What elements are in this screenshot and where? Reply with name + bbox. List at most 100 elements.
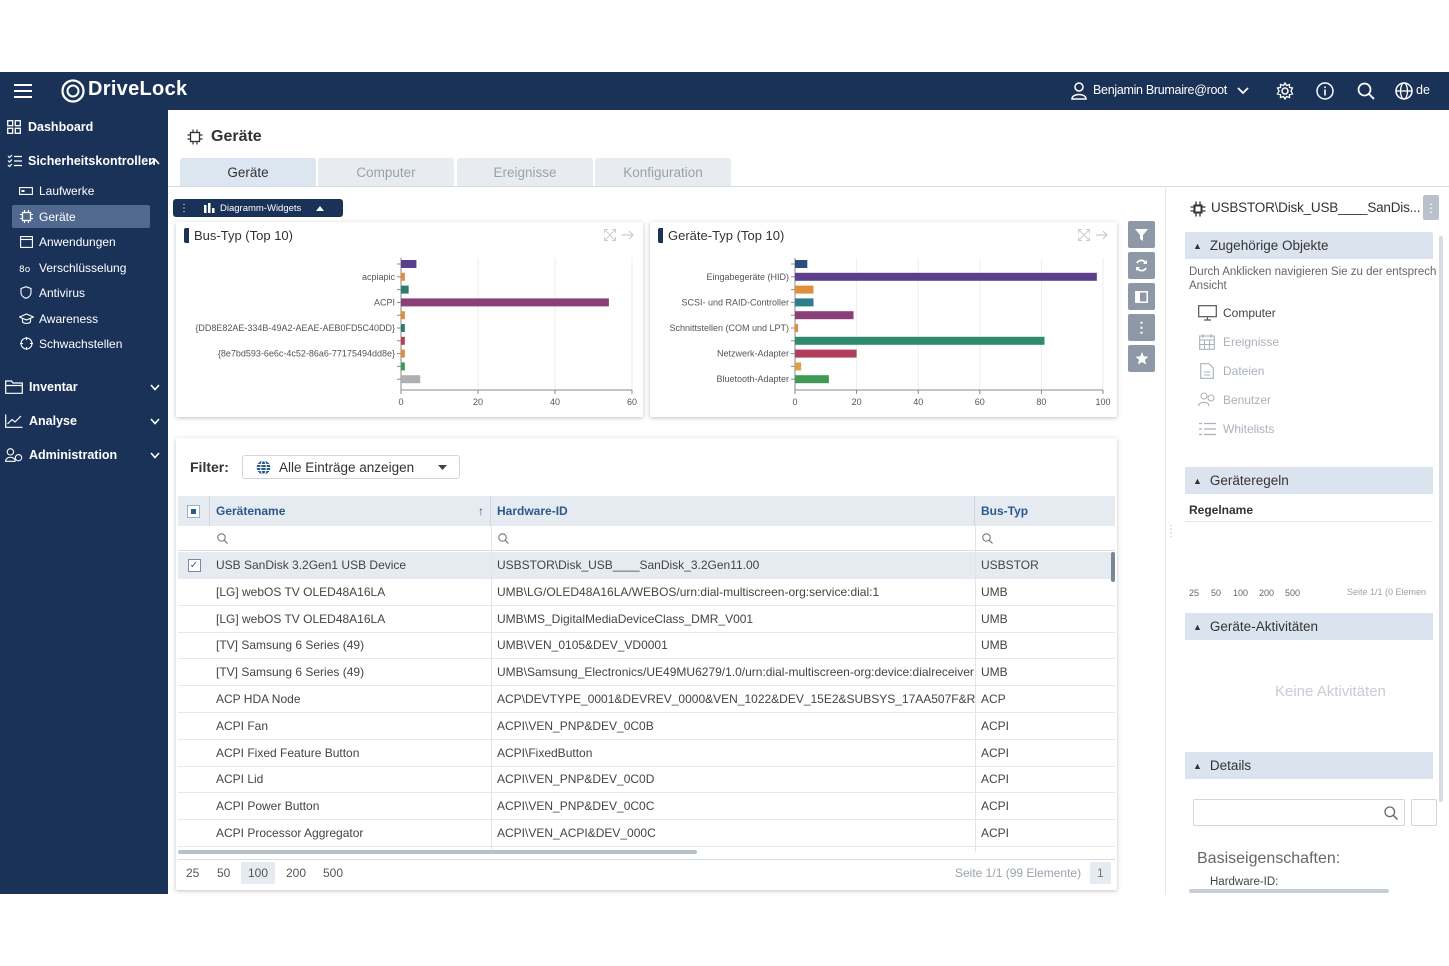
bar[interactable] [795,324,799,332]
detail-vertical-scrollbar[interactable] [1439,236,1443,802]
bar[interactable] [795,375,829,384]
bar[interactable] [401,362,405,371]
gear-icon[interactable] [1275,81,1295,101]
filter-dropdown[interactable]: Alle Einträge anzeigen [242,455,460,479]
details-extra-button[interactable] [1411,799,1437,826]
table-row[interactable]: ACPI Fixed Feature Button ACPI\FixedButto… [178,740,1115,767]
hamburger-menu-icon[interactable] [12,81,34,101]
bar[interactable] [401,324,405,332]
horizontal-scrollbar[interactable] [178,850,697,854]
bar[interactable] [401,375,421,384]
related-users-link[interactable]: Benutzer [1197,387,1271,413]
sidebar-item-security[interactable]: Sicherheitskontrollen [6,148,164,174]
section-device-activities[interactable]: ▲ Geräte-Aktivitäten [1185,613,1433,640]
expand-icon[interactable] [1077,228,1091,242]
page-size-50[interactable]: 50 [217,866,231,880]
detail-more-button[interactable]: ⋮ [1423,195,1439,220]
bar[interactable] [795,311,854,320]
sidebar-item-analyse[interactable]: Analyse [5,408,164,434]
search-icon[interactable] [216,532,228,544]
arrow-right-icon[interactable] [1095,228,1109,242]
user-icon[interactable] [1070,82,1088,100]
page-size-50[interactable]: 50 [1211,588,1222,598]
page-number-button[interactable]: 1 [1090,862,1111,884]
section-related-objects[interactable]: ▲ Zugehörige Objekte [1185,232,1433,259]
user-name[interactable]: Benjamin Brumaire@root [1093,83,1227,97]
sidebar-item-antivirus[interactable]: Antivirus [12,281,150,304]
chevron-down-icon[interactable] [1236,84,1250,98]
bar[interactable] [401,285,409,294]
sidebar-item-schwachstellen[interactable]: Schwachstellen [12,332,150,355]
bar[interactable] [795,260,808,268]
column-header-bus-type[interactable]: Bus-Typ [975,496,1115,526]
page-size-500[interactable]: 500 [1285,588,1301,598]
column-header-device-name[interactable]: Gerätename ↑ [210,496,491,526]
globe-icon[interactable] [1394,81,1414,101]
search-icon[interactable] [497,532,509,544]
tab-konfiguration[interactable]: Konfiguration [595,158,731,186]
tab-geraete[interactable]: Geräte [180,158,316,186]
table-row[interactable]: ACPI Lid ACPI\VEN_PNP&DEV_0C0D ACPI [178,766,1115,794]
info-icon[interactable] [1315,81,1335,101]
related-files-link[interactable]: Dateien [1197,358,1264,384]
page-size-25[interactable]: 25 [1189,588,1200,598]
related-computer-link[interactable]: Computer [1197,300,1276,326]
filter-button[interactable] [1128,221,1155,248]
page-size-200[interactable]: 200 [1259,588,1275,598]
row-checkbox[interactable]: ✓ [187,558,201,572]
table-row[interactable]: ACPI Power Button ACPI\VEN_PNP&DEV_0C0C AC… [178,793,1115,821]
table-row[interactable]: [LG] webOS TV OLED48A16LA UMB\LG/OLED48A1… [178,579,1115,606]
page-size-25[interactable]: 25 [186,866,200,880]
columns-button[interactable] [1128,283,1155,310]
table-row[interactable]: ACP HDA Node ACP\DEVTYPE_0001&DEVREV_0000… [178,686,1115,713]
search-icon[interactable] [981,532,993,544]
sidebar-item-verschluesselung[interactable]: 8o Verschlüsselung [12,256,150,279]
sidebar-item-dashboard[interactable]: Dashboard [6,114,93,140]
table-row[interactable]: ✓ USB SanDisk 3.2Gen1 USB Device USBSTOR\D… [178,552,1115,579]
tab-ereignisse[interactable]: Ereignisse [457,158,593,186]
select-all-header[interactable] [178,496,210,526]
pane-splitter[interactable] [1165,186,1169,894]
table-row[interactable]: [LG] webOS TV OLED48A16LA UMB\MS_DigitalM… [178,606,1115,633]
bar[interactable] [795,298,814,307]
bar[interactable] [795,349,857,358]
arrow-right-icon[interactable] [621,228,635,242]
chart-widgets-toggle[interactable]: ⋮ Diagramm-Widgets [173,199,343,217]
bar[interactable] [795,362,802,371]
details-search-input[interactable] [1193,799,1405,826]
bar[interactable] [795,272,1097,281]
favorite-button[interactable] [1128,345,1155,372]
bar[interactable] [795,336,1045,345]
table-row[interactable]: [TV] Samsung 6 Series (49) UMB\Samsung_El… [178,659,1115,687]
search-icon[interactable] [1384,806,1398,820]
bar[interactable] [795,285,814,294]
sidebar-item-anwendungen[interactable]: Anwendungen [12,230,150,253]
sidebar-item-administration[interactable]: Administration [5,442,164,468]
bar[interactable] [401,336,405,345]
select-all-checkbox[interactable] [187,504,200,518]
sidebar-item-awareness[interactable]: Awareness [12,307,150,330]
refresh-button[interactable] [1128,252,1155,279]
table-row[interactable]: ACPI Fan ACPI\VEN_PNP&DEV_0C0B ACPI [178,713,1115,740]
page-size-200[interactable]: 200 [286,866,307,880]
language-code[interactable]: de [1416,83,1430,97]
page-size-100[interactable]: 100 [241,862,276,884]
bar[interactable] [401,298,609,307]
vertical-scrollbar[interactable] [1111,552,1115,582]
tab-computer[interactable]: Computer [318,158,454,186]
bar[interactable] [401,260,417,268]
sidebar-item-inventar[interactable]: Inventar [5,374,164,400]
search-icon[interactable] [1356,81,1376,101]
bar[interactable] [401,272,405,281]
page-size-100[interactable]: 100 [1233,588,1249,598]
bar[interactable] [401,349,405,358]
sidebar-item-geraete[interactable]: Geräte [12,205,150,228]
section-device-rules[interactable]: ▲ Geräteregeln [1185,467,1433,494]
table-row[interactable]: ACPI Processor Aggregator ACPI\VEN_ACPI&D… [178,820,1115,847]
splitter-grip-icon[interactable]: ⋮ ⋮ [1166,524,1176,539]
detail-horizontal-scrollbar[interactable] [1189,889,1389,893]
related-whitelists-link[interactable]: Whitelists [1197,416,1274,442]
related-events-link[interactable]: Ereignisse [1197,329,1279,355]
expand-icon[interactable] [603,228,617,242]
more-button[interactable]: ⋮ [1128,314,1155,341]
